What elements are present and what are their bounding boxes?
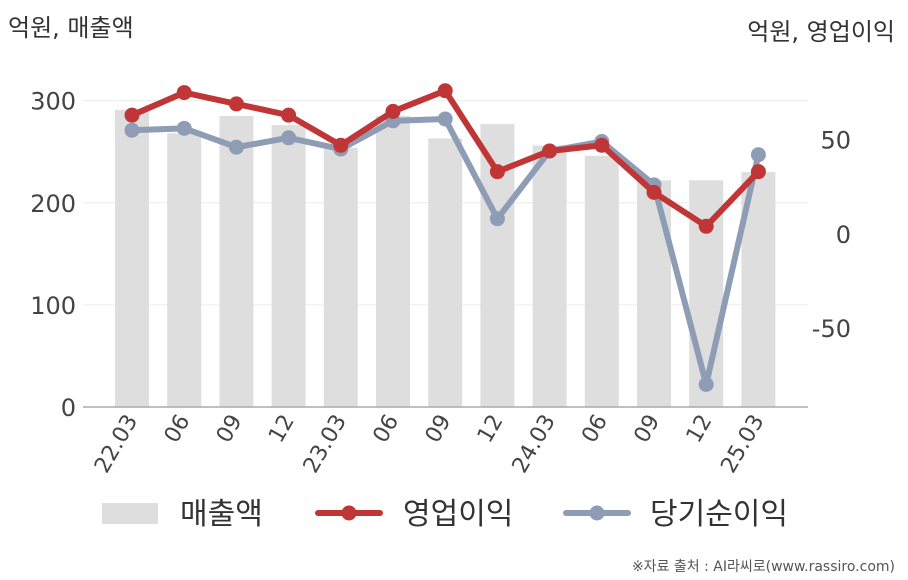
x-tick-label: 22.03 bbox=[90, 411, 143, 478]
x-tick-label: 24.03 bbox=[508, 411, 561, 478]
bar-mark bbox=[584, 155, 619, 407]
legend-swatch bbox=[102, 503, 158, 524]
legend-label: 영업이익 bbox=[403, 497, 513, 532]
left-axis-ticks: 0 100 200 300 bbox=[30, 88, 76, 422]
data-point bbox=[698, 218, 714, 234]
legend-label: 매출액 bbox=[180, 497, 263, 532]
bar-mark bbox=[637, 180, 671, 407]
right-tick-label: 50 bbox=[820, 127, 851, 155]
legend-label: 당기순이익 bbox=[650, 497, 788, 532]
right-tick-label: -50 bbox=[812, 315, 851, 343]
left-tick-label: 100 bbox=[30, 292, 76, 320]
left-axis-unit: 억원, 매출액 bbox=[8, 14, 134, 42]
x-tick-label: 09 bbox=[630, 411, 666, 448]
x-tick-label: 12 bbox=[682, 411, 718, 448]
x-tick-label: 06 bbox=[160, 411, 196, 448]
bar-mark bbox=[167, 133, 202, 407]
x-tick-label: 12 bbox=[264, 411, 300, 448]
bar-mark bbox=[115, 109, 149, 407]
bar-mark bbox=[271, 125, 306, 408]
bar-mark bbox=[219, 115, 254, 408]
x-tick-label: 23.03 bbox=[299, 411, 352, 478]
x-tick-label: 06 bbox=[577, 411, 613, 448]
legend-item: 매출액 bbox=[102, 497, 263, 532]
source-note: ※자료 출처 : AI라씨로(www.rassiro.com) bbox=[632, 559, 895, 575]
legend: 매출액 영업이익 당기순이익 bbox=[102, 497, 788, 532]
right-tick-label: 0 bbox=[836, 221, 851, 249]
legend-item: 당기순이익 bbox=[563, 497, 788, 532]
data-point bbox=[750, 164, 766, 180]
data-point bbox=[646, 184, 662, 200]
data-point bbox=[437, 83, 453, 99]
bar-series bbox=[115, 109, 776, 408]
right-axis-ticks: 50 0 -50 bbox=[812, 127, 851, 343]
x-tick-label: 25.03 bbox=[716, 411, 769, 478]
line-series bbox=[124, 83, 766, 392]
bar-mark bbox=[376, 115, 410, 408]
bar-mark bbox=[532, 145, 567, 407]
data-point bbox=[124, 122, 140, 138]
left-tick-label: 0 bbox=[61, 394, 76, 422]
data-point bbox=[228, 96, 244, 112]
left-tick-label: 300 bbox=[30, 88, 76, 116]
data-point bbox=[176, 85, 192, 101]
left-tick-label: 200 bbox=[30, 190, 76, 218]
data-point bbox=[698, 376, 714, 392]
data-point bbox=[489, 211, 505, 227]
legend-marker bbox=[341, 505, 357, 521]
bar-mark bbox=[323, 147, 358, 407]
legend-marker bbox=[589, 505, 605, 521]
data-point bbox=[281, 130, 297, 146]
data-point bbox=[594, 137, 610, 153]
x-axis-ticks: 22.03 06 09 12 23.03 06 09 12 24.03 06 09 12 25.03 bbox=[90, 411, 770, 478]
data-point bbox=[176, 120, 192, 136]
data-point bbox=[228, 139, 244, 155]
data-point bbox=[437, 111, 453, 127]
bar-mark bbox=[428, 138, 463, 408]
data-point bbox=[385, 103, 401, 119]
data-point bbox=[124, 107, 140, 123]
x-tick-label: 06 bbox=[369, 411, 405, 448]
x-tick-label: 09 bbox=[212, 411, 248, 448]
data-point bbox=[489, 164, 505, 180]
x-tick-label: 12 bbox=[473, 411, 509, 448]
data-point bbox=[750, 147, 766, 163]
data-point bbox=[333, 137, 349, 153]
data-point bbox=[281, 107, 297, 123]
data-point bbox=[542, 143, 558, 159]
right-axis-unit: 억원, 영업이익 bbox=[747, 18, 895, 46]
x-tick-label: 09 bbox=[421, 411, 457, 448]
legend-item: 영업이익 bbox=[315, 497, 513, 532]
